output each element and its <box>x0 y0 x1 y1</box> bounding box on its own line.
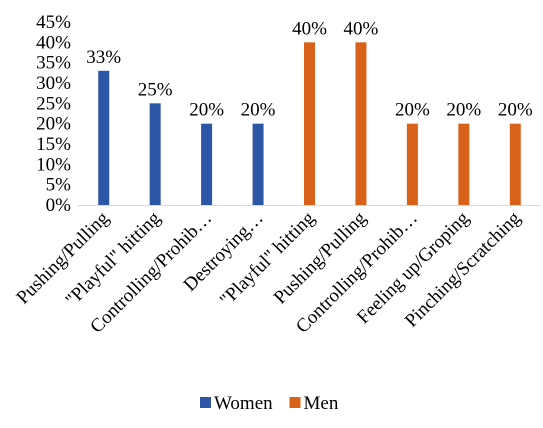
y-tick-label: 25% <box>36 93 71 114</box>
data-label: 40% <box>292 18 327 39</box>
data-label: 20% <box>498 100 533 121</box>
data-label: 40% <box>344 18 379 39</box>
data-label: 25% <box>138 79 173 100</box>
y-tick-label: 35% <box>36 53 71 74</box>
y-tick-label: 45% <box>36 12 71 33</box>
x-axis: Pushing/Pulling"Playful" hittingControll… <box>13 205 541 337</box>
legend-swatch-men <box>289 397 301 408</box>
legend-label-women: Women <box>214 393 273 414</box>
legend-swatch-women <box>200 397 211 408</box>
y-tick-label: 10% <box>36 154 71 175</box>
y-tick-label: 40% <box>36 32 71 53</box>
data-label: 20% <box>446 100 481 121</box>
bar-men <box>406 123 418 205</box>
bar-women <box>98 70 110 205</box>
y-axis: 0%5%10%15%20%25%30%35%40%45% <box>36 12 71 216</box>
y-tick-label: 20% <box>36 114 71 135</box>
y-tick-label: 15% <box>36 134 71 155</box>
y-tick-label: 30% <box>36 73 71 94</box>
data-label: 20% <box>395 100 430 121</box>
bar-women <box>201 123 213 205</box>
data-label: 20% <box>241 100 276 121</box>
data-labels: 33% 25% 20% 20% 40% 40% 20% 20% 20% <box>86 18 533 120</box>
bar-men <box>304 42 315 206</box>
bars <box>98 42 521 206</box>
y-tick-label: 5% <box>46 175 72 196</box>
data-label: 33% <box>86 47 121 68</box>
bar-men <box>458 123 470 205</box>
bar-women <box>252 123 264 205</box>
bar-women <box>149 103 161 205</box>
legend: Women Men <box>200 393 339 414</box>
bar-men <box>355 42 367 206</box>
bar-men <box>509 123 521 205</box>
legend-label-men: Men <box>304 393 339 414</box>
y-tick-label: 0% <box>46 195 72 216</box>
data-label: 20% <box>189 100 224 121</box>
